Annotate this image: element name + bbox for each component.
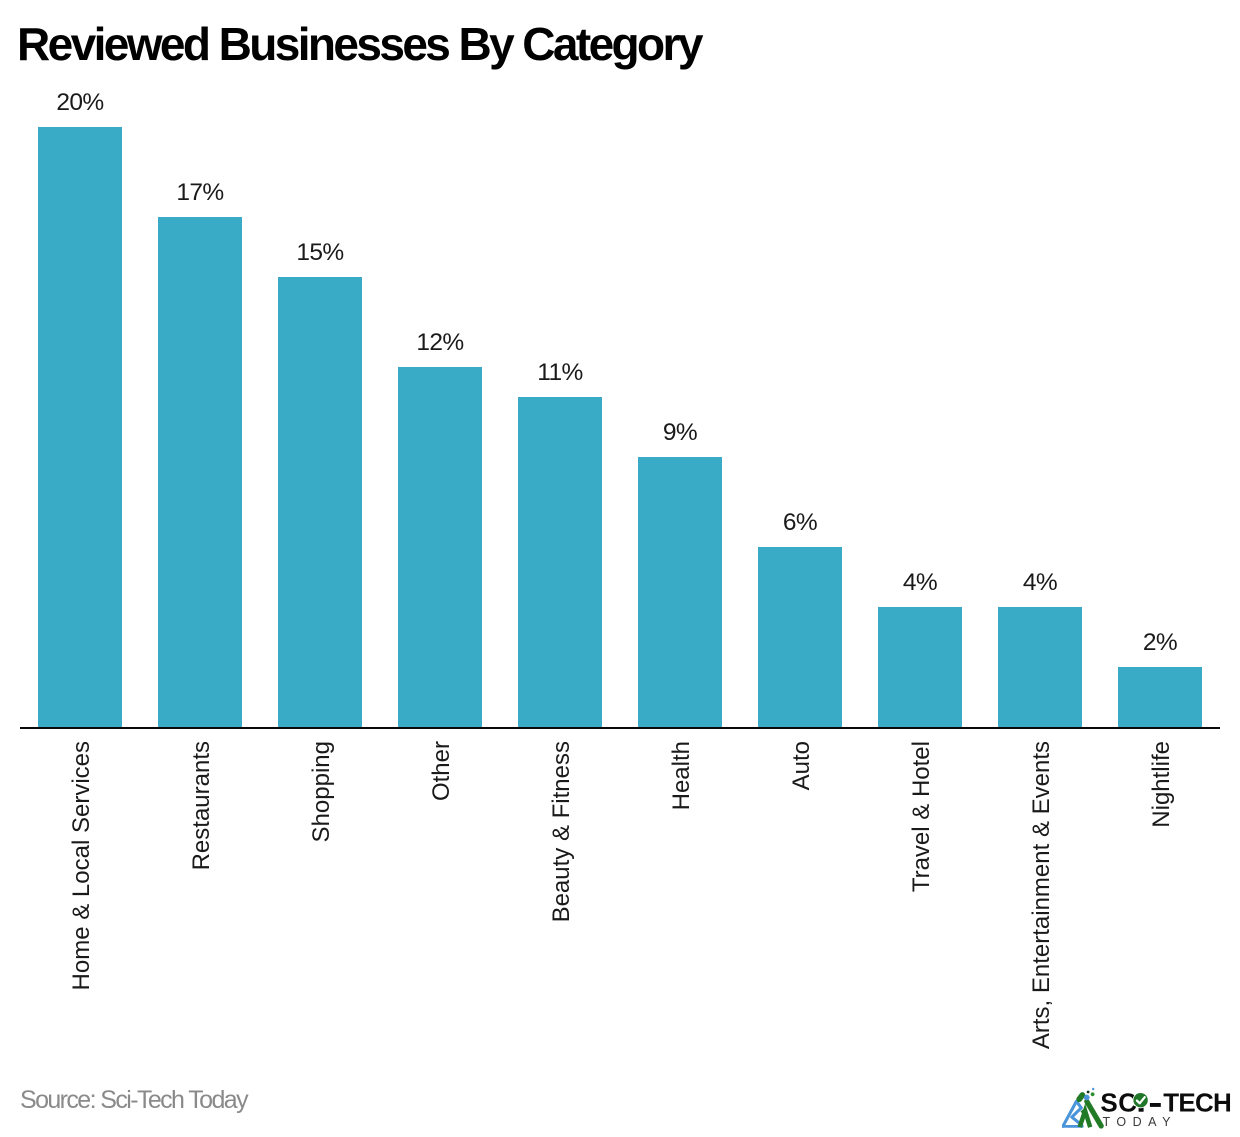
svg-text:SC: SC xyxy=(1100,1088,1137,1118)
svg-text:TODAY: TODAY xyxy=(1103,1115,1177,1129)
svg-text:TECH: TECH xyxy=(1163,1088,1231,1118)
